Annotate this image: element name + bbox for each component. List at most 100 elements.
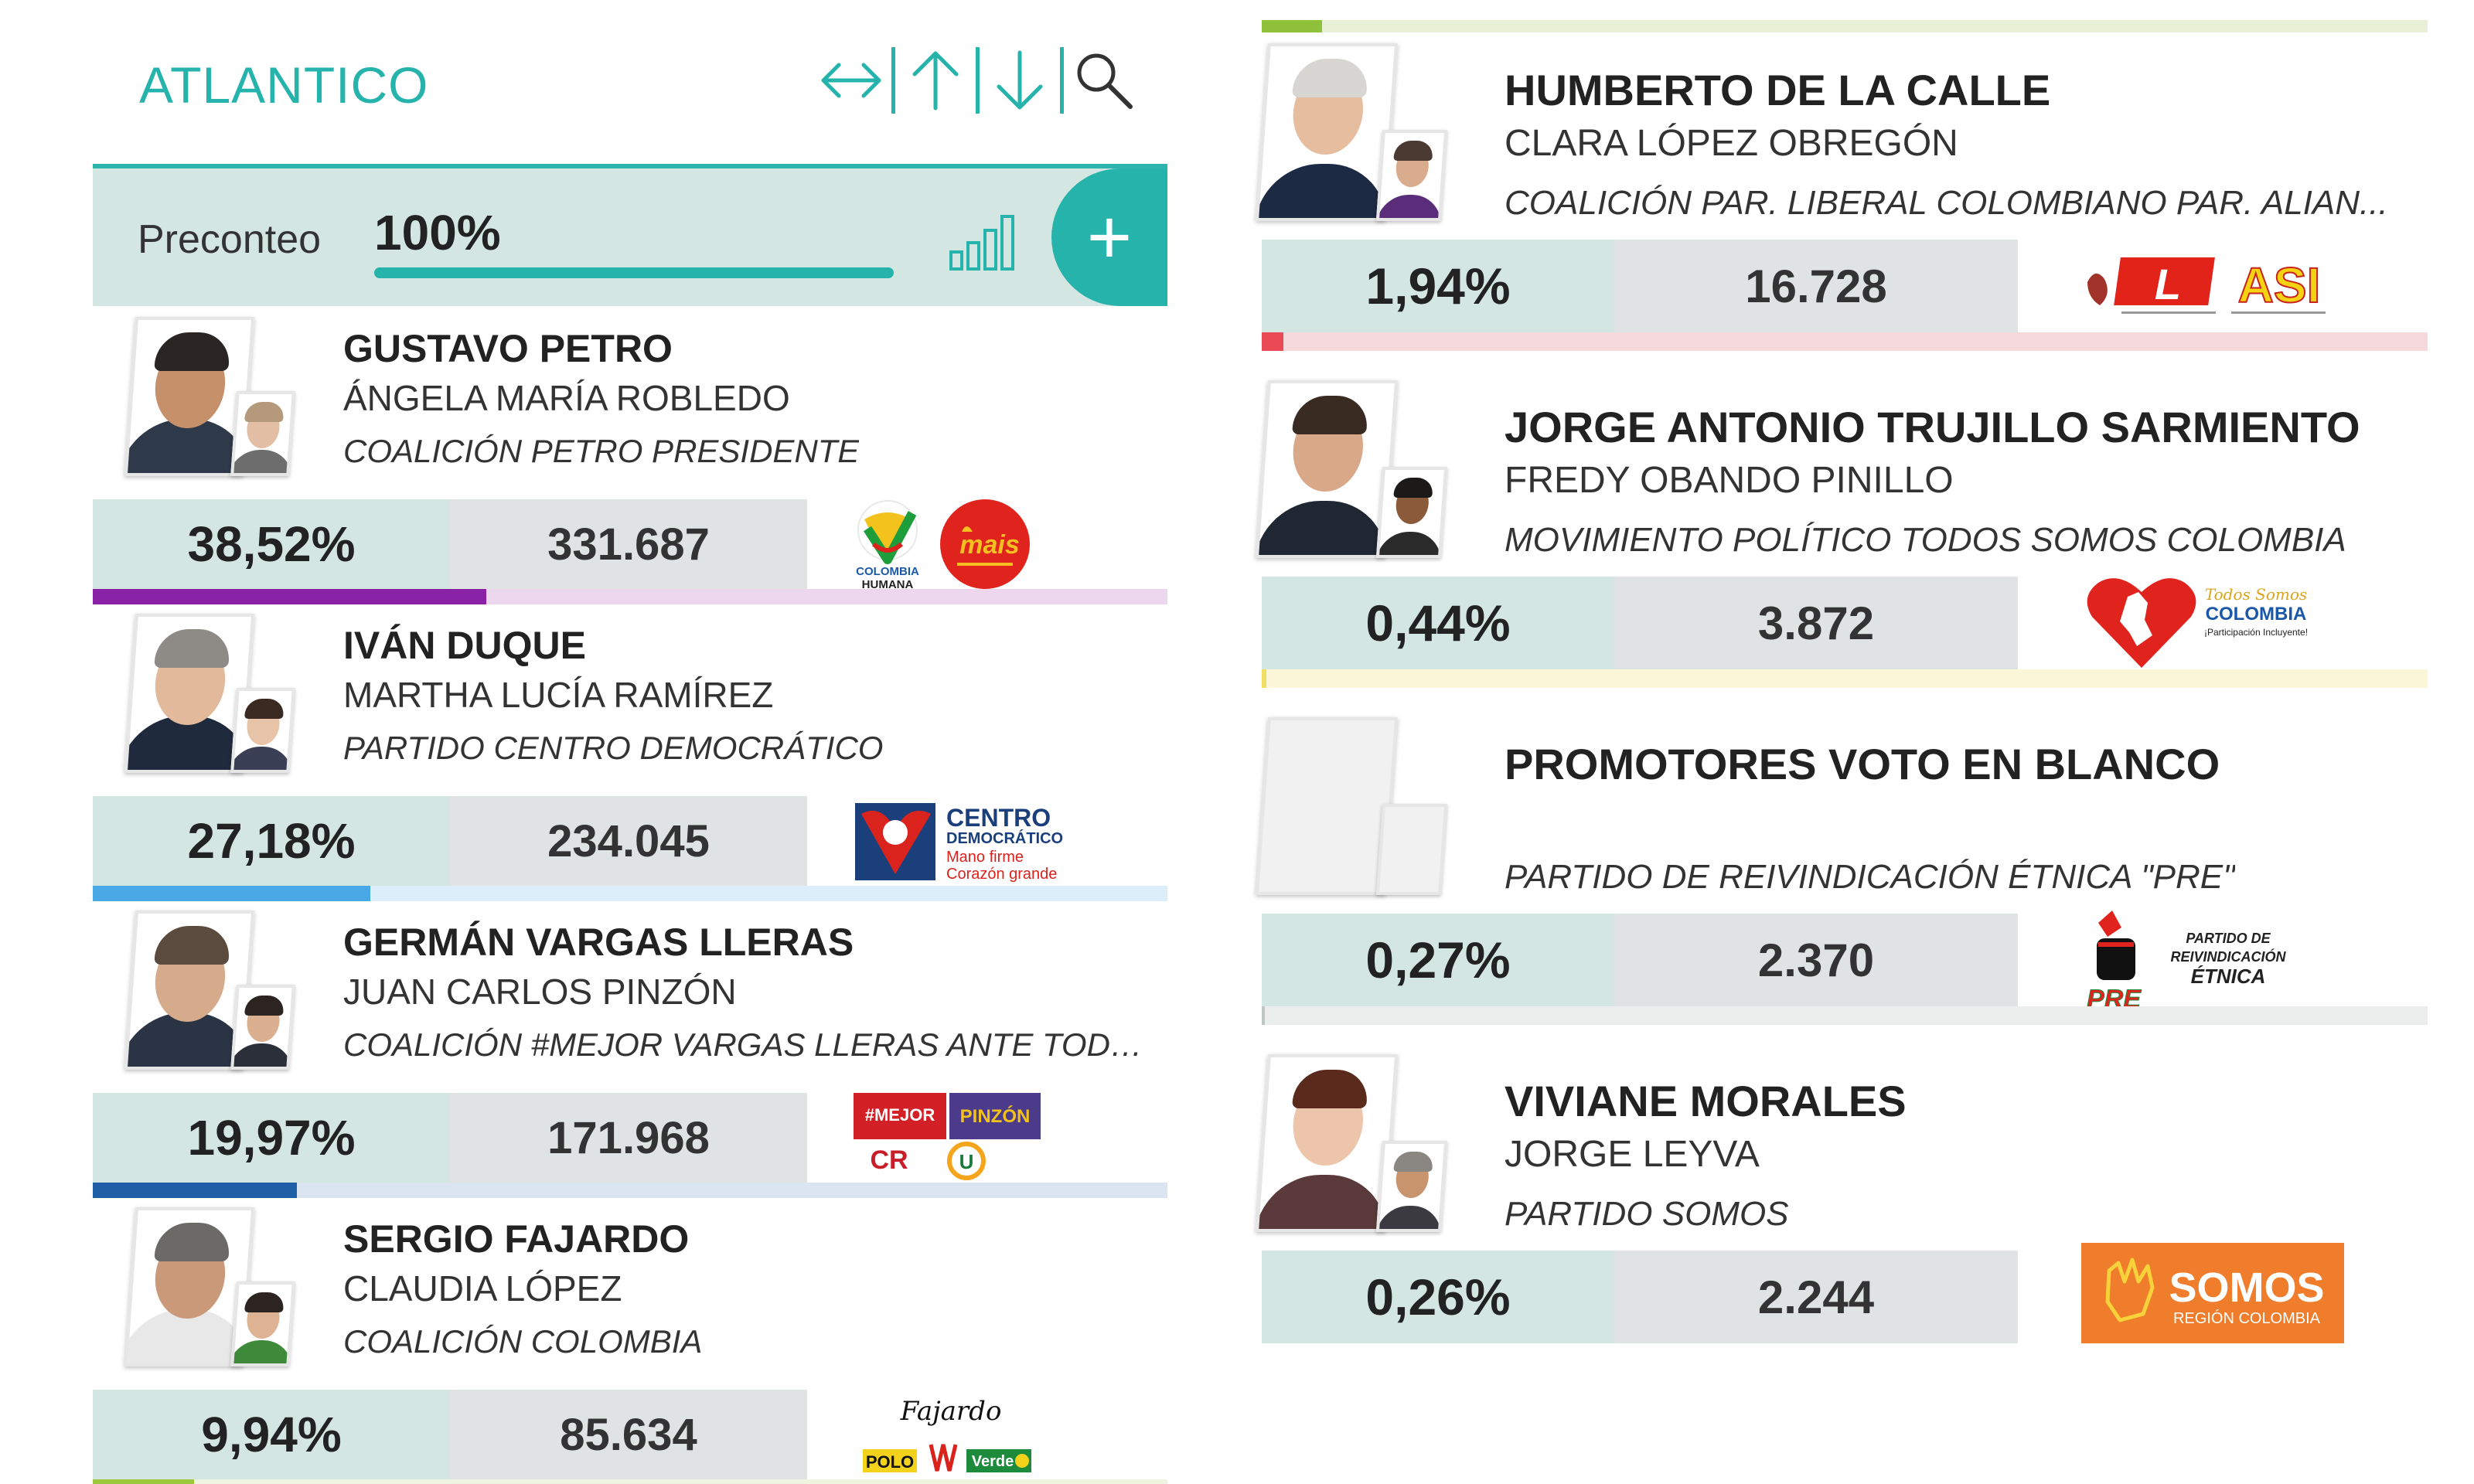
- toolbar-divider: [891, 47, 895, 114]
- vote-share-track: [1262, 1006, 2428, 1025]
- colombia-humana-text: COLOMBIA: [856, 565, 919, 578]
- svg-text:POLO: POLO: [866, 1452, 914, 1472]
- party-logos: Todos Somos COLOMBIA ¡Participación Incl…: [2081, 577, 2335, 669]
- vice-candidate-photo: [230, 391, 295, 476]
- toolbar: [811, 45, 1144, 116]
- candidate-name: JORGE ANTONIO TRUJILLO SARMIENTO: [1505, 403, 2360, 451]
- svg-text:ÉTNICA: ÉTNICA: [2191, 965, 2266, 988]
- vice-candidate-photo: [1375, 467, 1448, 558]
- vice-candidate-photo: [230, 985, 295, 1070]
- preconteo-label: Preconteo: [138, 217, 322, 262]
- party-logos: L ASI: [2081, 240, 2343, 332]
- vice-candidate-name: CLARA LÓPEZ OBREGÓN: [1505, 123, 1958, 164]
- plus-icon: +: [1086, 194, 1133, 281]
- candidate-card[interactable]: JORGE ANTONIO TRUJILLO SARMIENTO FREDY O…: [1255, 369, 2428, 706]
- vice-candidate-photo: [230, 688, 295, 773]
- candidate-photos: [124, 317, 300, 479]
- vote-share-fill: [1262, 1343, 1265, 1362]
- svg-text:#MEJOR: #MEJOR: [865, 1105, 935, 1125]
- svg-text:ASI: ASI: [2238, 257, 2321, 313]
- results-row: 1,94% 16.728 L ASI: [1262, 240, 2428, 332]
- vice-candidate-name: JORGE LEYVA: [1505, 1134, 1760, 1175]
- svg-text:COLOMBIA: COLOMBIA: [2206, 604, 2307, 625]
- candidate-photo: [1255, 1054, 1399, 1232]
- candidate-name: HUMBERTO DE LA CALLE: [1505, 66, 2051, 114]
- vote-count: 331.687: [450, 499, 807, 589]
- svg-text:L: L: [2155, 260, 2181, 308]
- candidate-name: GERMÁN VARGAS LLERAS: [343, 921, 854, 964]
- svg-text:Mano firme: Mano firme: [946, 849, 1024, 866]
- vote-share-fill: [93, 886, 370, 901]
- vote-share-fill: [93, 589, 486, 604]
- candidate-card[interactable]: HUMBERTO DE LA CALLE CLARA LÓPEZ OBREGÓN…: [1255, 32, 2428, 369]
- toolbar-divider: [976, 47, 980, 114]
- left-panel: ATLANTICO Preconteo 100% +: [93, 0, 1167, 1484]
- svg-text:CENTRO: CENTRO: [946, 804, 1051, 832]
- svg-text:PINZÓN: PINZÓN: [960, 1105, 1031, 1127]
- svg-text:Corazón grande: Corazón grande: [946, 866, 1057, 883]
- bar-chart-icon[interactable]: [946, 213, 1021, 276]
- candidate-card[interactable]: VIVIANE MORALES JORGE LEYVA PARTIDO SOMO…: [1255, 1043, 2428, 1380]
- party-logos: CENTRO DEMOCRÁTICO Mano firme Corazón gr…: [850, 796, 1096, 886]
- svg-text:Fajardo: Fajardo: [900, 1396, 1002, 1427]
- vote-share-track: [1262, 1343, 2428, 1362]
- vice-candidate-name: MARTHA LUCÍA RAMÍREZ: [343, 675, 774, 715]
- svg-text:Verde: Verde: [972, 1453, 1014, 1470]
- vice-candidate-name: FREDY OBANDO PINILLO: [1505, 460, 1954, 501]
- candidate-name: PROMOTORES VOTO EN BLANCO: [1505, 740, 2220, 788]
- vote-percentage: 38,52%: [93, 499, 450, 589]
- candidate-name: VIVIANE MORALES: [1505, 1077, 1907, 1125]
- toolbar-divider: [1060, 47, 1064, 114]
- vice-candidate-photo: [230, 1281, 295, 1367]
- todos-somos-colombia-logo: Todos Somos COLOMBIA ¡Participación Incl…: [2081, 569, 2321, 677]
- search-icon[interactable]: [1064, 45, 1144, 116]
- colombia-humana-logo: COLOMBIA HUMANA: [850, 498, 925, 591]
- candidate-photos: [1255, 380, 1448, 561]
- add-button[interactable]: +: [1051, 168, 1167, 306]
- results-row: 0,26% 2.244 SOMOS REGIÓN COLOMBIA: [1262, 1243, 2428, 1351]
- vote-share-fill: [93, 1479, 195, 1484]
- vice-candidate-photo: [1375, 1141, 1448, 1232]
- candidate-name: SERGIO FAJARDO: [343, 1217, 690, 1261]
- candidate-photos: [124, 1207, 300, 1370]
- candidate-card[interactable]: PROMOTORES VOTO EN BLANCO PARTIDO DE REI…: [1255, 706, 2428, 1043]
- vargas-lleras-coalition-logo: #MEJOR PINZÓN CR U: [850, 1091, 1044, 1184]
- candidate-card[interactable]: SERGIO FAJARDO CLAUDIA LÓPEZ COALICIÓN C…: [93, 1196, 1167, 1484]
- candidate-card[interactable]: GERMÁN VARGAS LLERAS JUAN CARLOS PINZÓN …: [93, 900, 1167, 1198]
- vote-percentage: 0,44%: [1262, 577, 1614, 669]
- svg-text:U: U: [959, 1150, 974, 1173]
- candidate-photos: [1255, 717, 1448, 898]
- candidate-card[interactable]: GUSTAVO PETRO ÁNGELA MARÍA ROBLEDO COALI…: [93, 306, 1167, 604]
- arrow-up-icon[interactable]: [895, 45, 976, 116]
- candidate-photo-placeholder: [1255, 717, 1399, 895]
- vote-share-track: [93, 886, 1167, 901]
- vote-count: 234.045: [450, 796, 807, 886]
- candidate-card[interactable]: IVÁN DUQUE MARTHA LUCÍA RAMÍREZ PARTIDO …: [93, 603, 1167, 901]
- coalicion-colombia-logo: Fajardo POLO Verde: [850, 1384, 1044, 1484]
- party-name: COALICIÓN COLOMBIA: [343, 1323, 703, 1360]
- party-name: COALICIÓN PAR. LIBERAL COLOMBIANO PAR. A…: [1505, 184, 2388, 222]
- vice-candidate-photo-placeholder: [1375, 804, 1448, 895]
- results-row: 19,97% 171.968 #MEJOR PINZÓN CR U: [93, 1093, 1167, 1183]
- vote-percentage: 27,18%: [93, 796, 450, 886]
- candidate-photo: [1255, 43, 1399, 221]
- party-name: PARTIDO CENTRO DEMOCRÁTICO: [343, 730, 884, 766]
- header-bar: ATLANTICO: [93, 0, 1167, 164]
- previous-card-progress: [1262, 20, 2428, 32]
- vote-count: 2.244: [1614, 1251, 2018, 1343]
- svg-text:REIVINDICACIÓN: REIVINDICACIÓN: [2170, 948, 2286, 965]
- candidate-photos: [1255, 43, 1448, 224]
- vice-candidate-photo: [1375, 130, 1448, 221]
- arrow-down-icon[interactable]: [980, 45, 1060, 116]
- svg-text:PARTIDO DE: PARTIDO DE: [2186, 931, 2271, 946]
- liberal-asi-logo: L ASI: [2081, 251, 2329, 321]
- vote-percentage: 19,97%: [93, 1093, 450, 1183]
- party-name: PARTIDO DE REIVINDICACIÓN ÉTNICA "PRE": [1505, 858, 2235, 896]
- horizontal-arrows-icon[interactable]: [811, 45, 891, 116]
- vote-share-track: [1262, 669, 2428, 688]
- somos-logo: SOMOS REGIÓN COLOMBIA: [2081, 1243, 2344, 1351]
- party-logos: Fajardo POLO Verde: [850, 1390, 1058, 1479]
- vote-count: 2.370: [1614, 914, 2018, 1006]
- vote-count: 85.634: [450, 1390, 807, 1479]
- results-row: 0,27% 2.370 PRE PARTIDO DE REIVINDICACIÓ…: [1262, 910, 2428, 1014]
